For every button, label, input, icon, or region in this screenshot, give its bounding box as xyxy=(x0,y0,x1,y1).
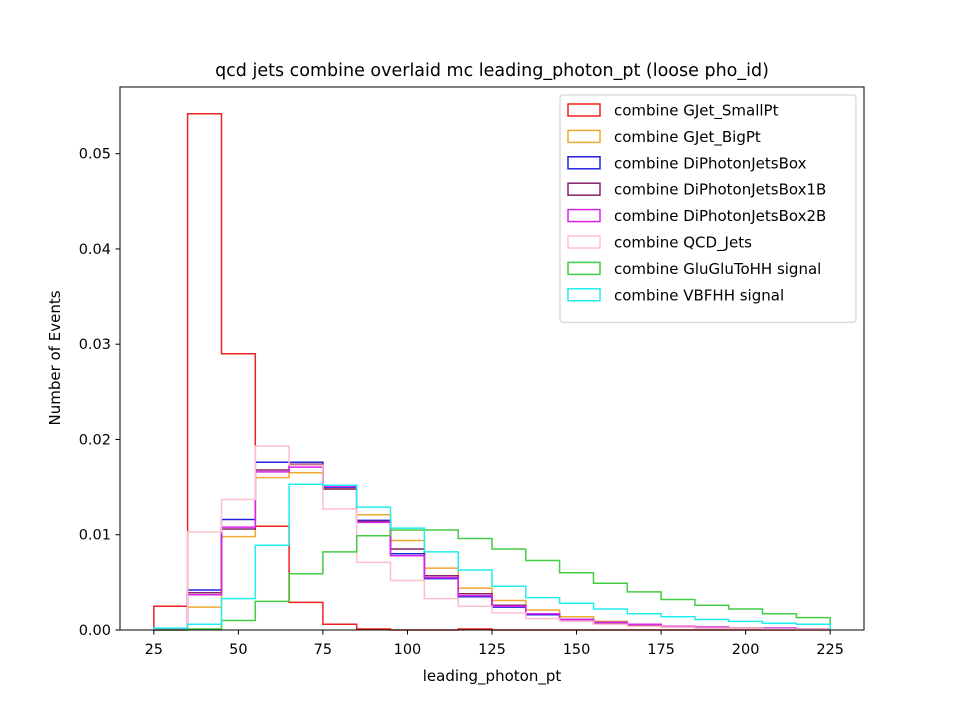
y-tick-label: 0.03 xyxy=(79,337,111,353)
legend-swatch-5 xyxy=(567,235,601,249)
series-step-line-5 xyxy=(153,445,831,631)
series-layer xyxy=(153,112,831,631)
legend-label-1: combine GJet_BigPt xyxy=(614,128,761,147)
legend-label-3: combine DiPhotonJetsBox1B xyxy=(614,181,826,199)
legend-swatch-1 xyxy=(567,129,601,144)
x-tick-label: 150 xyxy=(563,642,591,658)
y-axis-label: Number of Events xyxy=(46,290,64,425)
y-tick-label: 0.05 xyxy=(79,147,111,163)
y-axis-ticks: 0.00 0.01 0.02 0.03 0.04 0.05 xyxy=(79,147,120,639)
legend-swatch-4 xyxy=(567,208,601,223)
legend-label-5: combine QCD_Jets xyxy=(614,234,752,253)
series-step-line-6 xyxy=(153,529,831,631)
x-tick-label: 200 xyxy=(732,642,760,658)
legend-label-2: combine DiPhotonJetsBox xyxy=(614,154,807,172)
legend-swatch-3 xyxy=(567,182,601,196)
x-tick-label: 75 xyxy=(314,642,332,658)
legend-swatch-6 xyxy=(567,261,601,276)
y-tick-label: 0.02 xyxy=(79,432,111,448)
legend-swatch-7 xyxy=(567,288,601,302)
x-axis-ticks: 25 50 75 100 125 150 175 200 225 xyxy=(145,630,844,658)
legend-label-4: combine DiPhotonJetsBox2B xyxy=(614,207,826,225)
legend-frame xyxy=(559,94,857,323)
series-step-line-7 xyxy=(153,483,831,630)
x-tick-label: 175 xyxy=(647,642,675,658)
x-tick-label: 25 xyxy=(145,642,163,658)
x-tick-label: 125 xyxy=(478,642,506,658)
legend-swatch-0 xyxy=(567,103,601,117)
chart-title: qcd jets combine overlaid mc leading_pho… xyxy=(215,61,769,81)
legend-swatch-2 xyxy=(567,156,601,170)
y-tick-label: 0.00 xyxy=(79,623,111,639)
x-tick-label: 50 xyxy=(229,642,247,658)
legend-label-0: combine GJet_SmallPt xyxy=(614,102,779,121)
legend-label-7: combine VBFHH signal xyxy=(614,286,784,304)
x-axis-label: leading_photon_pt xyxy=(423,667,562,686)
x-tick-label: 225 xyxy=(816,642,844,658)
y-tick-label: 0.04 xyxy=(79,242,111,258)
x-tick-label: 100 xyxy=(394,642,422,658)
y-tick-label: 0.01 xyxy=(79,528,111,544)
legend-label-6: combine GluGluToHH signal xyxy=(614,260,821,278)
